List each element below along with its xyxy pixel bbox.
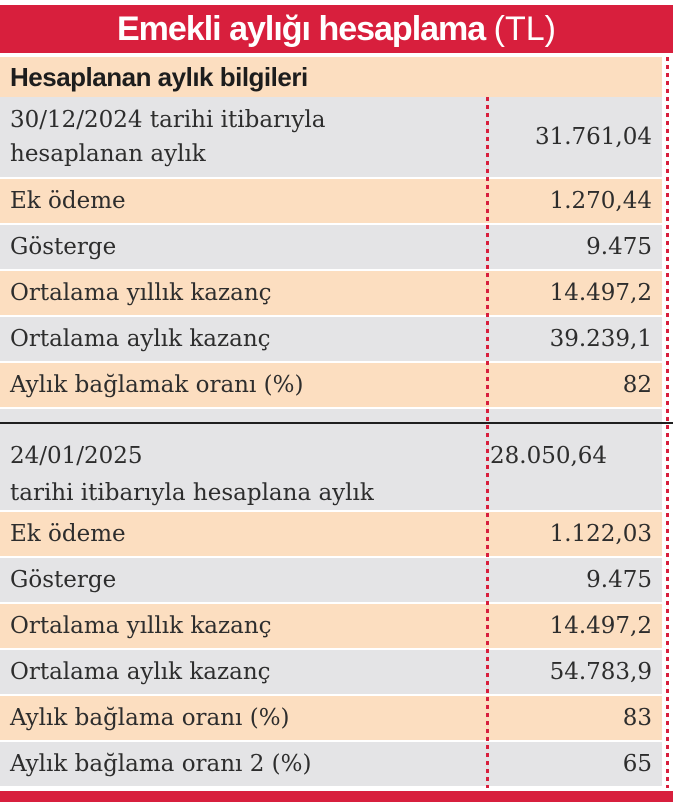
bottom-red-bar xyxy=(0,791,673,802)
table-body: 30/12/2024 tarihi itibarıyla hesaplanan a… xyxy=(0,97,673,788)
row-value: 9.475 xyxy=(586,234,652,260)
section-divider-line xyxy=(0,422,673,424)
row-label: Ek ödeme xyxy=(10,188,126,214)
row-value: 31.761,04 xyxy=(534,124,652,150)
table-row: Aylık bağlama oranı 2 (%) 65 xyxy=(0,742,662,786)
row-label: Ortalama yıllık kazanç xyxy=(10,613,272,639)
title-unit: (TL) xyxy=(493,10,556,48)
table-title-bar: Emekli aylığı hesaplama (TL) xyxy=(0,5,673,53)
row-value: 82 xyxy=(622,372,652,398)
table-row: Aylık bağlama oranı (%) 83 xyxy=(0,696,662,740)
row-label: Gösterge xyxy=(10,234,117,260)
row-label: 24/01/2025 tarihi itibarıyla hesaplana ay… xyxy=(10,443,374,506)
row-label: Aylık bağlama oranı (%) xyxy=(10,705,290,731)
row-value: 1.270,44 xyxy=(549,188,652,214)
table-row: Gösterge 9.475 xyxy=(0,225,662,269)
row-value: 14.497,2 xyxy=(549,280,652,306)
table-row: 24/01/2025 tarihi itibarıyla hesaplana ay… xyxy=(0,424,662,510)
table-row: Ek ödeme 1.270,44 xyxy=(0,179,662,223)
table-row: Ortalama aylık kazanç 54.783,9 xyxy=(0,650,662,694)
row-label: 30/12/2024 tarihi itibarıyla hesaplanan a… xyxy=(10,107,326,167)
table-row: Ortalama aylık kazanç 39.239,1 xyxy=(0,317,662,361)
row-label: Aylık bağlama oranı 2 (%) xyxy=(10,751,312,777)
table-row: Aylık bağlamak oranı (%) 82 xyxy=(0,363,662,407)
row-value: 1.122,03 xyxy=(549,521,652,547)
row-value: 54.783,9 xyxy=(549,659,652,685)
right-edge-dotted-line xyxy=(666,57,669,788)
row-value: 28.050,64 xyxy=(490,443,608,469)
table-title: Emekli aylığı hesaplama xyxy=(117,10,486,48)
row-label: Gösterge xyxy=(10,567,117,593)
row-label: Ortalama yıllık kazanç xyxy=(10,280,272,306)
row-value: 65 xyxy=(622,751,652,777)
row-label: Ortalama aylık kazanç xyxy=(10,659,271,685)
table-row: Gösterge 9.475 xyxy=(0,558,662,602)
row-value: 9.475 xyxy=(586,567,652,593)
row-label: Ek ödeme xyxy=(10,521,126,547)
table-row: Ek ödeme 1.122,03 xyxy=(0,512,662,556)
table-row: Ortalama yıllık kazanç 14.497,2 xyxy=(0,604,662,648)
table-row: Ortalama yıllık kazanç 14.497,2 xyxy=(0,271,662,315)
table-subheader: Hesaplanan aylık bilgileri xyxy=(0,57,662,97)
row-value: 39.239,1 xyxy=(549,326,652,352)
column-divider-dotted-line xyxy=(486,97,489,788)
section-divider xyxy=(0,409,662,422)
row-label: Ortalama aylık kazanç xyxy=(10,326,271,352)
row-value: 14.497,2 xyxy=(549,613,652,639)
row-label: Aylık bağlamak oranı (%) xyxy=(10,372,304,398)
table-row: 30/12/2024 tarihi itibarıyla hesaplanan a… xyxy=(0,97,662,177)
row-value: 83 xyxy=(622,705,652,731)
